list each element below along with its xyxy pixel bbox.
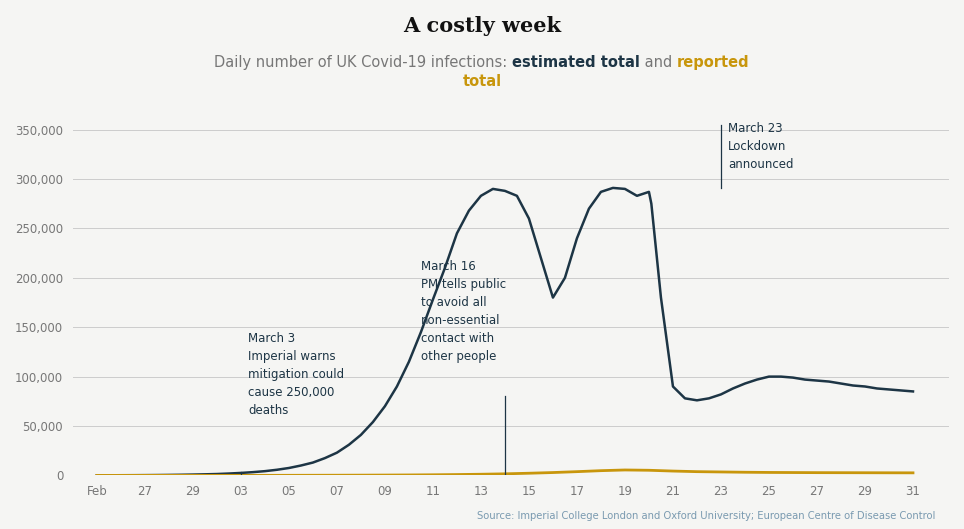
Text: reported: reported	[677, 55, 750, 70]
Text: March 16
PM tells public
to avoid all
non-essential
contact with
other people: March 16 PM tells public to avoid all no…	[421, 260, 506, 363]
Text: Daily number of UK Covid-19 infections:: Daily number of UK Covid-19 infections:	[214, 55, 512, 70]
Text: and: and	[640, 55, 677, 70]
Text: Source: Imperial College London and Oxford University; European Centre of Diseas: Source: Imperial College London and Oxfo…	[477, 511, 935, 521]
Text: March 3
Imperial warns
mitigation could
cause 250,000
deaths: March 3 Imperial warns mitigation could …	[248, 332, 344, 417]
Text: March 23
Lockdown
announced: March 23 Lockdown announced	[728, 122, 793, 171]
Text: total: total	[463, 75, 501, 89]
Text: A costly week: A costly week	[403, 16, 561, 36]
Text: estimated total: estimated total	[512, 55, 640, 70]
